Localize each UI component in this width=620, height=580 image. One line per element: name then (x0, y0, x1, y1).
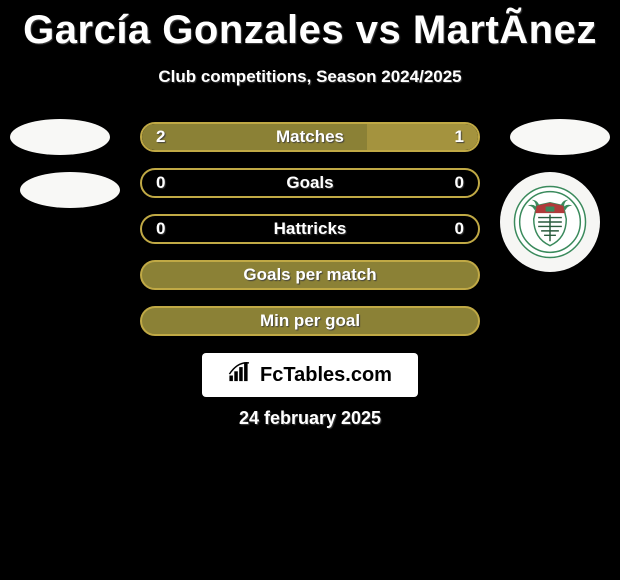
stat-value-right: 1 (455, 127, 464, 147)
team-right-crest (500, 172, 600, 272)
stat-label: Matches (276, 127, 344, 147)
page-subtitle: Club competitions, Season 2024/2025 (0, 67, 620, 87)
stat-row: Goals per match (140, 260, 480, 290)
stat-row: 0 Hattricks 0 (140, 214, 480, 244)
stat-value-right: 0 (455, 219, 464, 239)
stat-value-left: 0 (156, 219, 165, 239)
stat-row: 2 Matches 1 (140, 122, 480, 152)
stat-label: Goals (286, 173, 333, 193)
stat-value-left: 0 (156, 173, 165, 193)
stat-label: Min per goal (260, 311, 360, 331)
player-right-avatar (510, 119, 610, 155)
stat-value-left: 2 (156, 127, 165, 147)
stats-container: 2 Matches 1 0 Goals 0 0 Hattricks 0 Goals per mat… (140, 122, 480, 352)
stat-label: Goals per match (243, 265, 376, 285)
chart-icon (228, 361, 256, 389)
stat-value-right: 0 (455, 173, 464, 193)
crest-icon (513, 185, 587, 259)
date-label: 24 february 2025 (239, 408, 381, 429)
stat-row: Min per goal (140, 306, 480, 336)
stat-row: 0 Goals 0 (140, 168, 480, 198)
stat-label: Hattricks (274, 219, 347, 239)
page-title: García Gonzales vs MartÃ­nez (0, 0, 620, 53)
brand-badge: FcTables.com (202, 353, 418, 397)
brand-text: FcTables.com (260, 364, 392, 387)
player-left-avatar (10, 119, 110, 155)
team-left-crest (20, 172, 120, 208)
